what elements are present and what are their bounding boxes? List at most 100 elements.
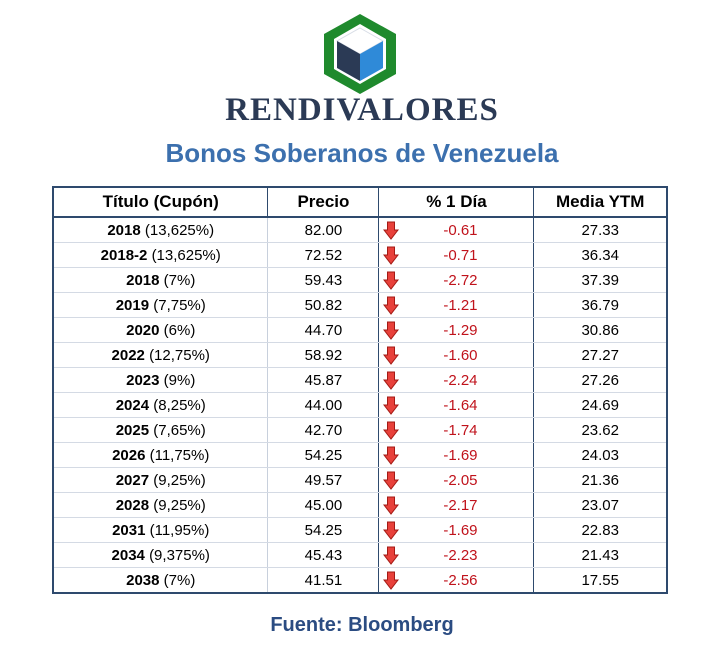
red-down-arrow-icon	[383, 321, 400, 340]
bond-coupon: (7%)	[163, 571, 196, 589]
bond-coupon: (9,25%)	[153, 471, 206, 489]
bond-price: 72.52	[267, 242, 379, 268]
table-row: 2019 (7,75%) 50.82 -1.21 36.79	[53, 292, 667, 318]
bond-change-cell: -1.69	[378, 442, 534, 468]
bond-change: -1.60	[443, 346, 478, 364]
bond-ytm: 24.03	[533, 442, 667, 468]
bond-year: 2031	[112, 521, 146, 539]
bond-price: 54.25	[267, 517, 379, 543]
bond-coupon: (9%)	[163, 371, 196, 389]
bond-price: 50.82	[267, 292, 379, 318]
bond-price: 45.87	[267, 367, 379, 393]
red-down-arrow-icon	[383, 546, 400, 565]
source-note: Fuente: Bloomberg	[270, 614, 454, 636]
bond-year: 2023	[126, 371, 160, 389]
table-row: 2038 (7%) 41.51 -2.56 17.55	[53, 567, 667, 594]
table-row: 2031 (11,95%) 54.25 -1.69 22.83	[53, 517, 667, 543]
bond-year: 2024	[115, 396, 150, 414]
bond-change: -1.64	[443, 396, 478, 414]
bond-change-cell: -1.60	[378, 342, 534, 368]
bond-title-cell: 2018 (7%)	[53, 267, 268, 293]
bond-ytm: 21.36	[533, 467, 667, 493]
bond-change-cell: -1.21	[378, 292, 534, 318]
table-row: 2027 (9,25%) 49.57 -2.05 21.36	[53, 467, 667, 493]
bond-title-cell: 2038 (7%)	[53, 568, 268, 594]
bond-change-cell: -2.72	[378, 267, 534, 293]
bond-change: -0.71	[443, 246, 478, 264]
bond-change-cell: -2.05	[378, 467, 534, 493]
red-down-arrow-icon	[383, 396, 400, 415]
bond-title-cell: 2034 (9,375%)	[53, 542, 268, 568]
bond-coupon: (12,75%)	[149, 346, 210, 364]
bond-year: 2026	[112, 446, 146, 464]
bond-title-cell: 2022 (12,75%)	[53, 342, 268, 368]
bond-year: 2020	[126, 321, 160, 339]
red-down-arrow-icon	[383, 471, 400, 490]
bond-change-cell: -0.71	[378, 242, 534, 268]
table-row: 2028 (9,25%) 45.00 -2.17 23.07	[53, 492, 667, 518]
bond-coupon: (8,25%)	[153, 396, 206, 414]
bond-coupon: (11,75%)	[149, 446, 210, 464]
bond-ytm: 27.26	[533, 367, 667, 393]
bond-price: 49.57	[267, 467, 379, 493]
bond-title-cell: 2025 (7,65%)	[53, 417, 268, 443]
red-down-arrow-icon	[383, 371, 400, 390]
bond-title-cell: 2031 (11,95%)	[53, 517, 268, 543]
red-down-arrow-icon	[383, 421, 400, 440]
bond-change: -1.29	[443, 321, 478, 339]
bond-change: -2.56	[443, 571, 478, 589]
header-ytm: Media YTM	[533, 187, 667, 218]
bond-coupon: (7%)	[163, 271, 196, 289]
bond-change-cell: -1.69	[378, 517, 534, 543]
bond-title-cell: 2023 (9%)	[53, 367, 268, 393]
red-down-arrow-icon	[383, 246, 400, 265]
bond-change-cell: -2.24	[378, 367, 534, 393]
bond-change: -1.69	[443, 521, 478, 539]
bond-year: 2019	[115, 296, 150, 314]
bond-change: -2.17	[443, 496, 478, 514]
red-down-arrow-icon	[383, 521, 400, 540]
table-row: 2018-2 (13,625%) 72.52 -0.71 36.34	[53, 242, 667, 268]
cube-logo-icon	[324, 14, 396, 94]
bond-ytm: 17.55	[533, 567, 667, 593]
bond-coupon: (9,375%)	[149, 546, 210, 564]
bond-change-cell: -2.56	[378, 567, 534, 593]
bond-coupon: (13,625%)	[151, 246, 221, 264]
bond-ytm: 36.34	[533, 242, 667, 268]
bond-title-cell: 2024 (8,25%)	[53, 392, 268, 418]
bond-ytm: 21.43	[533, 542, 667, 568]
bond-change-cell: -2.23	[378, 542, 534, 568]
bond-change-cell: -1.74	[378, 417, 534, 443]
table-row: 2023 (9%) 45.87 -2.24 27.26	[53, 367, 667, 393]
bonds-table: Título (Cupón) Precio % 1 Día Media YTM …	[52, 186, 668, 594]
bond-title-cell: 2018-2 (13,625%)	[53, 242, 268, 268]
bond-ytm: 23.07	[533, 492, 667, 518]
bond-title-cell: 2020 (6%)	[53, 317, 268, 343]
bond-coupon: (13,625%)	[144, 221, 215, 239]
bond-year: 2025	[115, 421, 150, 439]
bond-coupon: (11,95%)	[149, 521, 210, 539]
red-down-arrow-icon	[383, 221, 400, 240]
bond-coupon: (7,75%)	[153, 296, 206, 314]
page-subtitle: Bonos Soberanos de Venezuela	[165, 138, 559, 168]
bond-price: 82.00	[267, 217, 379, 243]
bond-year: 2028	[115, 496, 150, 514]
bond-coupon: (9,25%)	[153, 496, 206, 514]
bond-ytm: 27.33	[533, 217, 667, 243]
bond-ytm: 22.83	[533, 517, 667, 543]
header-change: % 1 Día	[378, 187, 534, 218]
bond-ytm: 37.39	[533, 267, 667, 293]
bond-price: 44.70	[267, 317, 379, 343]
bond-change: -2.72	[443, 271, 478, 289]
bond-ytm: 36.79	[533, 292, 667, 318]
bond-price: 42.70	[267, 417, 379, 443]
bond-change: -1.74	[443, 421, 478, 439]
red-down-arrow-icon	[383, 571, 400, 590]
bond-price: 58.92	[267, 342, 379, 368]
red-down-arrow-icon	[383, 271, 400, 290]
bond-change-cell: -1.29	[378, 317, 534, 343]
bond-title-cell: 2019 (7,75%)	[53, 292, 268, 318]
table-row: 2034 (9,375%) 45.43 -2.23 21.43	[53, 542, 667, 568]
table-row: 2018 (7%) 59.43 -2.72 37.39	[53, 267, 667, 293]
bond-change-cell: -1.64	[378, 392, 534, 418]
